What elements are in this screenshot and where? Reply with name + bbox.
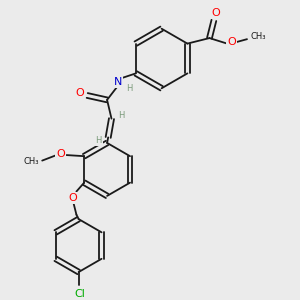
Text: CH₃: CH₃	[250, 32, 266, 41]
Text: O: O	[227, 38, 236, 47]
Text: O: O	[75, 88, 84, 98]
Text: O: O	[57, 149, 65, 159]
Text: Cl: Cl	[74, 289, 85, 299]
Text: O: O	[69, 193, 77, 203]
Text: CH₃: CH₃	[23, 157, 39, 166]
Text: N: N	[114, 77, 122, 87]
Text: H: H	[95, 136, 101, 145]
Text: H: H	[126, 84, 132, 93]
Text: O: O	[212, 8, 220, 18]
Text: H: H	[118, 111, 124, 120]
